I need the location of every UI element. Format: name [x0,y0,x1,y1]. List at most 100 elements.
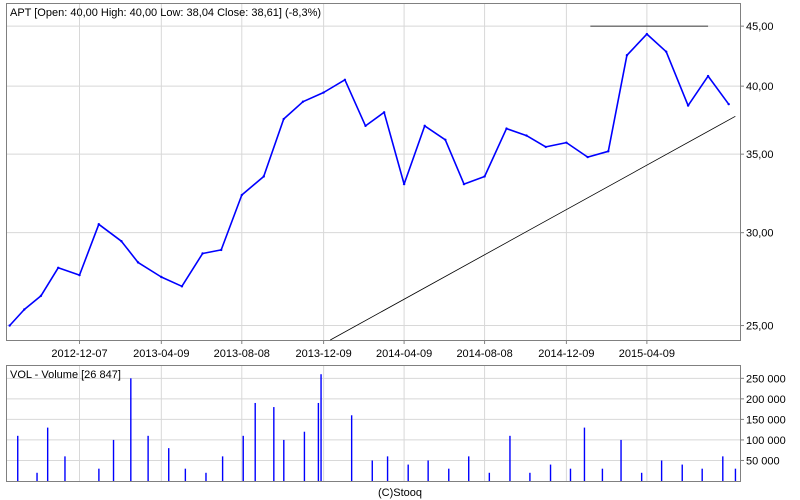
price-y-tick-label: 40,00 [746,81,774,93]
price-y-tick-label: 45,00 [746,21,774,33]
price-point [160,275,163,279]
volume-bar [147,435,149,481]
volume-bar [130,378,132,481]
volume-bar [407,464,409,481]
volume-bar [17,435,19,481]
price-point [23,308,26,311]
trendline [330,115,736,341]
x-tick-label: 2014-12-09 [538,348,594,360]
volume-bar [620,439,622,481]
price-point [39,294,43,298]
volume-bar [46,427,49,481]
volume-bar [221,456,224,481]
volume-grid [7,366,740,481]
volume-bar [371,460,373,481]
volume-y-tick-label: 150 000 [746,414,786,426]
price-point [645,32,649,36]
volume-bar [569,468,572,481]
price-series [8,32,730,327]
volume-bar [529,472,531,481]
price-point [525,134,528,137]
volume-bar [660,460,663,481]
x-tick-label: 2014-04-09 [376,348,432,360]
x-tick-label: 2015-04-09 [619,348,675,360]
price-point [565,141,568,144]
price-point [97,223,100,226]
volume-bar [98,468,100,481]
price-point [444,138,447,142]
volume-y-tick-label: 200 000 [746,394,786,406]
price-point [201,252,204,255]
volume-bar [303,431,306,481]
volume-bar [317,402,320,481]
price-point [664,50,668,53]
price-x-axis: 2012-12-07 2013-04-09 2013-08-08 2013-12-09… [51,340,675,360]
volume-bar [427,460,429,481]
price-point [706,74,710,78]
volume-bar [64,456,66,481]
volume-bar [601,468,604,481]
volume-bar [168,448,170,481]
volume-bar [112,439,115,481]
price-point [282,117,285,121]
price-point [180,285,184,288]
volume-bar [386,456,389,481]
price-point [686,104,690,107]
price-point [586,155,589,159]
volume-bar [701,468,703,481]
price-point [57,266,60,270]
volume-bar [320,374,322,481]
price-point [505,127,508,130]
volume-bar [488,472,491,481]
price-point [544,145,547,149]
volume-bar [448,468,450,481]
price-panel-frame [6,3,741,341]
price-point [402,182,406,186]
volume-bar [283,439,285,481]
volume-y-tick-label: 250 000 [746,373,786,385]
volume-y-tick-label: 50 000 [746,455,780,467]
price-point [301,100,305,103]
price-point [343,78,347,82]
price-point [483,175,486,178]
price-point [364,124,367,128]
price-point [262,175,265,178]
price-point [8,324,11,327]
price-point [219,248,223,252]
volume-bar [509,435,511,481]
volume-bar [205,472,207,481]
volume-bar [468,456,470,481]
price-point [607,150,610,153]
x-tick-label: 2013-12-09 [295,348,351,360]
x-tick-label: 2013-04-09 [133,348,189,360]
x-tick-label: 2013-08-08 [214,348,270,360]
volume-bar [254,402,256,481]
price-y-tick-label: 30,00 [746,228,774,240]
volume-y-tick-label: 100 000 [746,435,786,447]
price-point [136,261,140,264]
footer-credit: (C)Stooq [378,487,422,499]
x-tick-label: 2012-12-07 [51,348,107,360]
price-point [625,54,629,57]
volume-y-axis: 50 000 100 000 150 000 200 000 250 000 [740,373,786,467]
volume-bar [242,435,244,481]
price-point [462,182,466,186]
price-point [382,111,386,114]
volume-bar [549,464,552,481]
x-tick-label: 2014-08-08 [456,348,512,360]
price-point [423,124,426,128]
volume-title: VOL - Volume [26 847] [10,369,121,381]
volume-bar [273,407,275,481]
price-point [240,193,243,197]
volume-bar [722,456,724,481]
volume-bar [184,468,187,481]
price-y-axis: 25,00 30,00 35,00 40,00 45,00 [740,21,774,333]
volume-bar [640,472,643,481]
volume-series [17,374,737,481]
volume-bar [350,415,353,481]
price-point [120,240,123,243]
price-point [78,273,81,277]
volume-bar [681,464,683,481]
price-point [727,102,730,106]
